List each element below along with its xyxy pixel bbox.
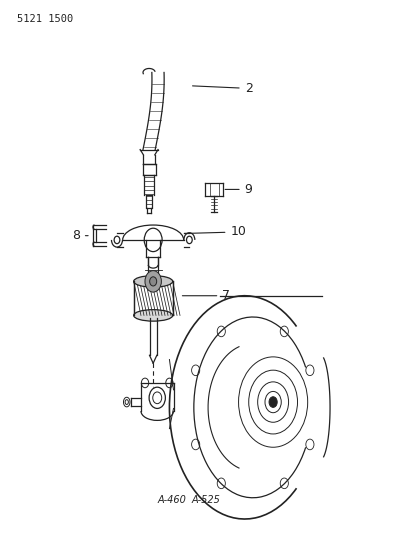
Text: A-525: A-525 bbox=[192, 495, 220, 505]
Text: 7: 7 bbox=[182, 289, 230, 302]
Text: 10: 10 bbox=[184, 225, 246, 238]
Text: 5121 1500: 5121 1500 bbox=[17, 14, 73, 24]
Text: 2: 2 bbox=[193, 82, 253, 95]
Text: 9: 9 bbox=[225, 183, 253, 196]
Text: 8: 8 bbox=[72, 229, 88, 242]
Text: A-460: A-460 bbox=[157, 495, 186, 505]
Circle shape bbox=[145, 271, 162, 292]
Ellipse shape bbox=[134, 310, 173, 321]
Circle shape bbox=[269, 397, 277, 407]
Circle shape bbox=[150, 277, 157, 286]
Ellipse shape bbox=[134, 276, 173, 287]
